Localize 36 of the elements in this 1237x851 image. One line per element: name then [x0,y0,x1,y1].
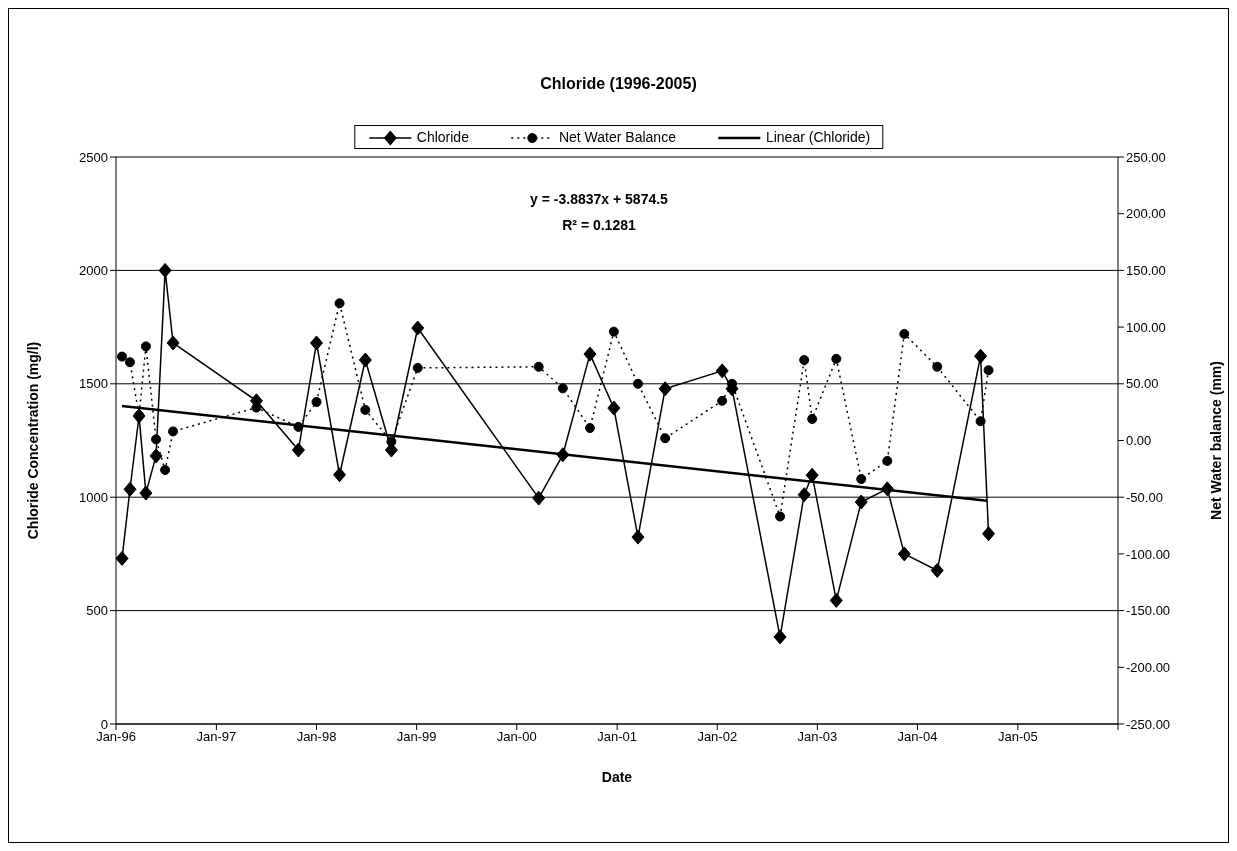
legend-label: Net Water Balance [557,129,676,146]
y2-tick-label: -150.00 [1126,603,1171,619]
y2-tick-label: 50.00 [1126,376,1159,392]
y2-tick-label: 100.00 [1126,319,1166,335]
x-tick-label: Jan-00 [496,729,537,745]
y-tick-label: 2500 [79,149,108,165]
x-axis-title: Date [601,769,633,785]
y2-tick-label: 150.00 [1126,263,1166,279]
y2-tick-label: 200.00 [1126,206,1166,222]
y-tick-label: 2000 [79,263,108,279]
x-tick-label: Jan-99 [396,729,437,745]
y2-tick-label: -250.00 [1126,716,1171,732]
y2-tick-label: -200.00 [1126,659,1171,675]
x-tick-label: Jan-97 [196,729,237,745]
chart-title: Chloride (1996-2005) [539,75,698,93]
x-tick-label: Jan-01 [597,729,638,745]
legend-label: Linear (Chloride) [764,129,871,146]
y-tick-label: 1500 [79,376,108,392]
x-tick-label: Jan-02 [697,729,738,745]
y-tick-label: 0 [100,716,108,732]
y-tick-label: 500 [86,603,108,619]
y-tick-label: 1000 [79,489,108,505]
x-tick-label: Jan-04 [897,729,938,745]
x-tick-label: Jan-05 [998,729,1038,745]
x-tick-label: Jan-03 [797,729,838,745]
legend-label: Chloride [415,129,469,146]
y2-tick-label: -50.00 [1126,489,1163,505]
y-axis-title: Chloride Concentration (mg/l) [24,341,41,540]
y2-axis-title: Net Water balance (mm) [1207,361,1224,520]
x-tick-label: Jan-96 [96,729,136,745]
x-tick-label: Jan-98 [296,729,337,745]
annotation: R² = 0.1281 [561,216,637,235]
annotation: y = -3.8837x + 5874.5 [529,190,669,209]
y2-tick-label: 250.00 [1126,149,1166,165]
y2-tick-label: -100.00 [1126,546,1171,562]
y2-tick-label: 0.00 [1126,433,1152,449]
